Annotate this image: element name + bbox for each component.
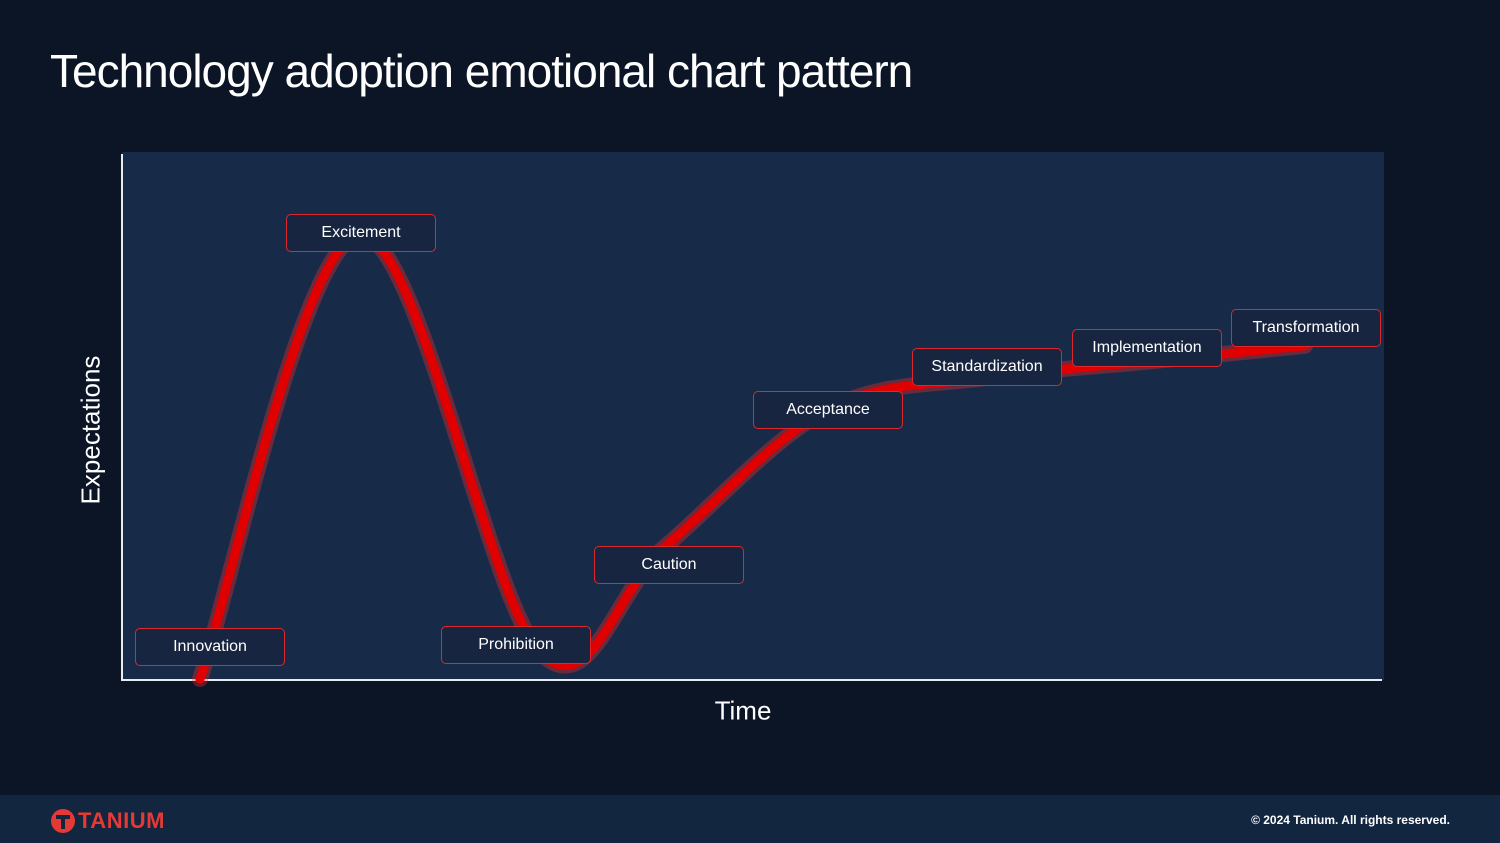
slide-title: Technology adoption emotional chart patt… xyxy=(50,45,913,97)
stage-label-prohibition: Prohibition xyxy=(441,626,591,664)
stage-label-standardization: Standardization xyxy=(912,348,1062,386)
tanium-logo-icon xyxy=(51,809,75,833)
logo-wordmark: TANIUM xyxy=(78,808,165,833)
stage-label-transformation: Transformation xyxy=(1231,309,1381,347)
stage-label-implementation: Implementation xyxy=(1072,329,1222,367)
y-axis-label: Expectations xyxy=(75,355,106,505)
tanium-logo: TANIUM xyxy=(50,808,165,834)
stage-label-caution: Caution xyxy=(594,546,744,584)
footer: TANIUM © 2024 Tanium. All rights reserve… xyxy=(0,795,1500,843)
chart xyxy=(121,152,1384,687)
stage-label-excitement: Excitement xyxy=(286,214,436,252)
copyright-notice: © 2024 Tanium. All rights reserved. xyxy=(1251,813,1450,827)
stage-label-acceptance: Acceptance xyxy=(753,391,903,429)
x-axis-label: Time xyxy=(714,695,772,726)
stage-label-innovation: Innovation xyxy=(135,628,285,666)
